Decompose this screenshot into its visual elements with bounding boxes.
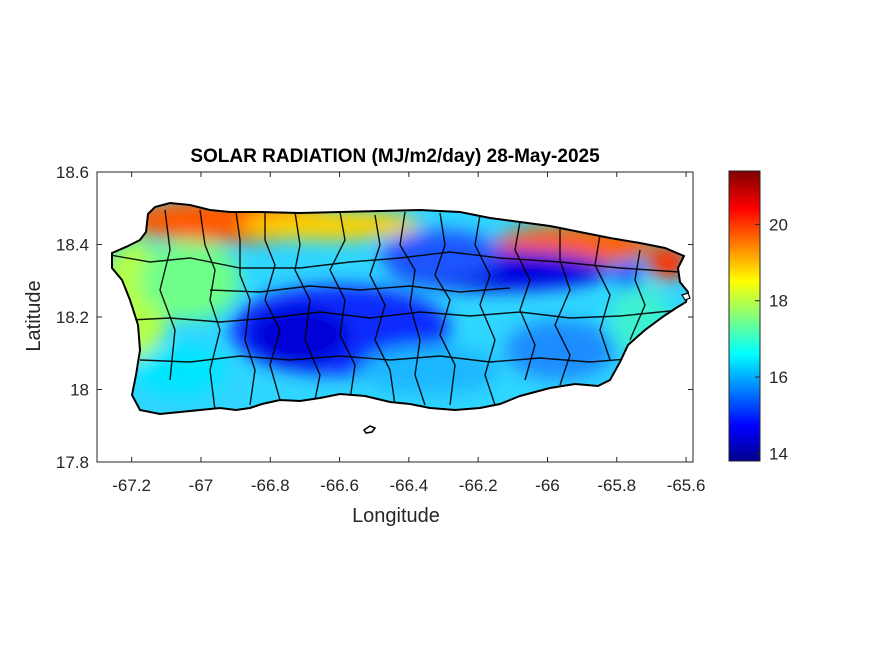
y-tick-label: 18 [70,381,89,400]
colorbar-gradient [728,170,761,462]
y-tick-label: 18.4 [56,236,89,255]
island-outline [111,201,690,416]
municipality-boundaries [112,204,681,411]
y-tick-label: 18.2 [56,308,89,327]
x-tick-label: -67.2 [112,476,151,495]
islet-south [362,425,377,434]
x-axis-ticks: -67.2 -67 -66.8 -66.6 -66.4 -66.2 -66 -65.8 -65.… [112,172,705,495]
x-tick-label: -65.6 [667,476,706,495]
y-axis-ticks: 17.8 18 18.2 18.4 18.6 [56,163,693,472]
colorbar-tick-label: 18 [769,292,788,311]
chart-title: SOLAR RADIATION (MJ/m2/day) 28-May-2025 [190,146,600,167]
colorbar-tick-label: 16 [769,368,788,387]
x-tick-label: -66.4 [389,476,428,495]
field-southwest [135,345,225,395]
x-tick-label: -67 [189,476,214,495]
colorbar-ticks: 14 16 18 20 [755,215,788,463]
y-axis-label: Latitude [23,280,45,351]
field-north-central-low [380,230,500,280]
field-southeast [505,320,615,380]
colorbar-tick-label: 20 [769,215,788,234]
x-tick-label: -66.8 [251,476,290,495]
x-tick-label: -66 [535,476,560,495]
colorbar: 14 16 18 20 [728,170,788,463]
x-tick-label: -66.2 [459,476,498,495]
x-tick-label: -66.6 [320,476,359,495]
field-north-coast-yellow [240,210,420,240]
field-west-inland [140,240,240,320]
y-tick-label: 17.8 [56,453,89,472]
islet-east [681,292,691,301]
colorbar-tick-label: 14 [769,444,788,463]
plot-area: -67.2 -67 -66.8 -66.6 -66.4 -66.2 -66 -65.8 -65.… [56,163,706,495]
field-south-central [360,345,500,395]
x-axis-label: Longitude [352,505,440,527]
x-tick-label: -65.8 [597,476,636,495]
y-tick-label: 18.6 [56,163,89,182]
